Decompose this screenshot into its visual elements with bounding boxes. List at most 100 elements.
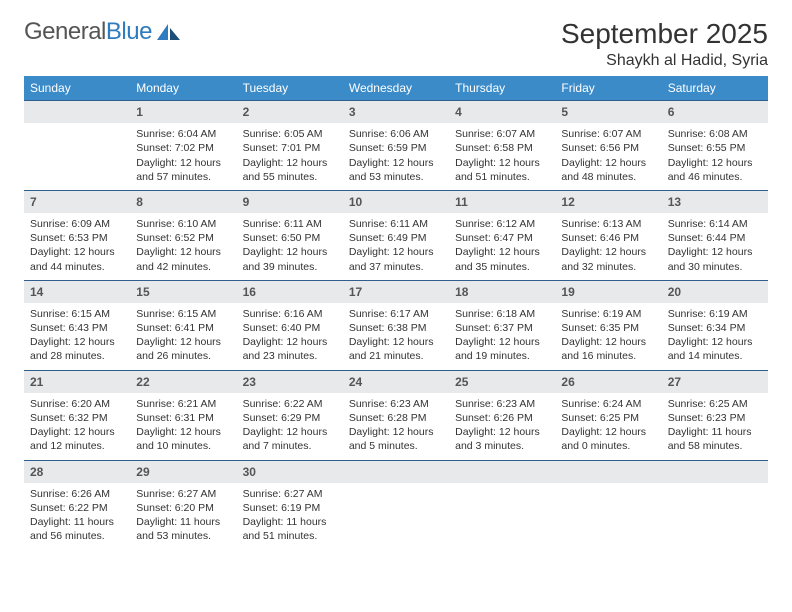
daylight-text: Daylight: 12 hours and 30 minutes. bbox=[668, 245, 762, 273]
day-info-cell: Sunrise: 6:09 AMSunset: 6:53 PMDaylight:… bbox=[24, 213, 130, 280]
daylight-text: Daylight: 12 hours and 39 minutes. bbox=[243, 245, 337, 273]
day-info-cell: Sunrise: 6:18 AMSunset: 6:37 PMDaylight:… bbox=[449, 303, 555, 370]
day-number-cell: 16 bbox=[237, 280, 343, 303]
day-number-cell: 22 bbox=[130, 370, 236, 393]
sunrise-text: Sunrise: 6:19 AM bbox=[668, 307, 762, 321]
weekday-header: Wednesday bbox=[343, 76, 449, 101]
day-number-cell: 19 bbox=[555, 280, 661, 303]
day-info-cell: Sunrise: 6:26 AMSunset: 6:22 PMDaylight:… bbox=[24, 483, 130, 550]
day-number-cell: 27 bbox=[662, 370, 768, 393]
day-info-cell: Sunrise: 6:16 AMSunset: 6:40 PMDaylight:… bbox=[237, 303, 343, 370]
day-number-cell bbox=[662, 460, 768, 483]
day-info-cell bbox=[24, 123, 130, 190]
sunset-text: Sunset: 6:41 PM bbox=[136, 321, 230, 335]
sunrise-text: Sunrise: 6:24 AM bbox=[561, 397, 655, 411]
title-block: September 2025 Shaykh al Hadid, Syria bbox=[561, 18, 768, 70]
day-info-row: Sunrise: 6:09 AMSunset: 6:53 PMDaylight:… bbox=[24, 213, 768, 280]
day-number-cell: 12 bbox=[555, 190, 661, 213]
sunrise-text: Sunrise: 6:07 AM bbox=[455, 127, 549, 141]
sunrise-text: Sunrise: 6:18 AM bbox=[455, 307, 549, 321]
day-info-cell bbox=[555, 483, 661, 550]
day-number-cell: 13 bbox=[662, 190, 768, 213]
day-info-cell: Sunrise: 6:24 AMSunset: 6:25 PMDaylight:… bbox=[555, 393, 661, 460]
sunrise-text: Sunrise: 6:26 AM bbox=[30, 487, 124, 501]
day-info-cell: Sunrise: 6:08 AMSunset: 6:55 PMDaylight:… bbox=[662, 123, 768, 190]
day-info-cell bbox=[662, 483, 768, 550]
day-number-row: 123456 bbox=[24, 101, 768, 124]
sunrise-text: Sunrise: 6:06 AM bbox=[349, 127, 443, 141]
day-number-cell: 3 bbox=[343, 101, 449, 124]
brand-name-a: General bbox=[24, 18, 106, 45]
daylight-text: Daylight: 12 hours and 46 minutes. bbox=[668, 156, 762, 184]
sunset-text: Sunset: 6:23 PM bbox=[668, 411, 762, 425]
sunrise-text: Sunrise: 6:13 AM bbox=[561, 217, 655, 231]
brand-name: GeneralBlue bbox=[24, 18, 152, 46]
sunrise-text: Sunrise: 6:08 AM bbox=[668, 127, 762, 141]
daylight-text: Daylight: 11 hours and 53 minutes. bbox=[136, 515, 230, 543]
sunset-text: Sunset: 6:34 PM bbox=[668, 321, 762, 335]
day-info-row: Sunrise: 6:20 AMSunset: 6:32 PMDaylight:… bbox=[24, 393, 768, 460]
day-number-cell: 9 bbox=[237, 190, 343, 213]
sunset-text: Sunset: 6:49 PM bbox=[349, 231, 443, 245]
sunset-text: Sunset: 6:31 PM bbox=[136, 411, 230, 425]
daylight-text: Daylight: 12 hours and 16 minutes. bbox=[561, 335, 655, 363]
daylight-text: Daylight: 11 hours and 56 minutes. bbox=[30, 515, 124, 543]
day-number-row: 21222324252627 bbox=[24, 370, 768, 393]
sunset-text: Sunset: 6:29 PM bbox=[243, 411, 337, 425]
daylight-text: Daylight: 12 hours and 42 minutes. bbox=[136, 245, 230, 273]
month-title: September 2025 bbox=[561, 18, 768, 50]
daylight-text: Daylight: 12 hours and 28 minutes. bbox=[30, 335, 124, 363]
day-info-cell: Sunrise: 6:04 AMSunset: 7:02 PMDaylight:… bbox=[130, 123, 236, 190]
day-info-cell bbox=[343, 483, 449, 550]
sunrise-text: Sunrise: 6:23 AM bbox=[349, 397, 443, 411]
daylight-text: Daylight: 12 hours and 26 minutes. bbox=[136, 335, 230, 363]
daylight-text: Daylight: 12 hours and 19 minutes. bbox=[455, 335, 549, 363]
sunset-text: Sunset: 6:47 PM bbox=[455, 231, 549, 245]
daylight-text: Daylight: 12 hours and 53 minutes. bbox=[349, 156, 443, 184]
day-number-row: 78910111213 bbox=[24, 190, 768, 213]
day-number-cell: 30 bbox=[237, 460, 343, 483]
day-number-cell: 5 bbox=[555, 101, 661, 124]
daylight-text: Daylight: 11 hours and 51 minutes. bbox=[243, 515, 337, 543]
sunset-text: Sunset: 6:26 PM bbox=[455, 411, 549, 425]
day-info-cell: Sunrise: 6:23 AMSunset: 6:28 PMDaylight:… bbox=[343, 393, 449, 460]
sunset-text: Sunset: 6:50 PM bbox=[243, 231, 337, 245]
day-info-row: Sunrise: 6:04 AMSunset: 7:02 PMDaylight:… bbox=[24, 123, 768, 190]
day-info-cell: Sunrise: 6:25 AMSunset: 6:23 PMDaylight:… bbox=[662, 393, 768, 460]
sunrise-text: Sunrise: 6:21 AM bbox=[136, 397, 230, 411]
day-info-cell: Sunrise: 6:13 AMSunset: 6:46 PMDaylight:… bbox=[555, 213, 661, 280]
weekday-header: Monday bbox=[130, 76, 236, 101]
day-info-cell: Sunrise: 6:07 AMSunset: 6:58 PMDaylight:… bbox=[449, 123, 555, 190]
day-number-cell bbox=[449, 460, 555, 483]
weekday-header: Tuesday bbox=[237, 76, 343, 101]
sunset-text: Sunset: 6:20 PM bbox=[136, 501, 230, 515]
daylight-text: Daylight: 12 hours and 37 minutes. bbox=[349, 245, 443, 273]
sunset-text: Sunset: 6:44 PM bbox=[668, 231, 762, 245]
day-number-cell: 29 bbox=[130, 460, 236, 483]
brand-logo: GeneralBlue bbox=[24, 18, 182, 46]
day-info-cell: Sunrise: 6:23 AMSunset: 6:26 PMDaylight:… bbox=[449, 393, 555, 460]
sunrise-text: Sunrise: 6:27 AM bbox=[136, 487, 230, 501]
sunset-text: Sunset: 6:52 PM bbox=[136, 231, 230, 245]
day-info-row: Sunrise: 6:15 AMSunset: 6:43 PMDaylight:… bbox=[24, 303, 768, 370]
sunset-text: Sunset: 6:37 PM bbox=[455, 321, 549, 335]
sunrise-text: Sunrise: 6:11 AM bbox=[243, 217, 337, 231]
weekday-header: Saturday bbox=[662, 76, 768, 101]
day-number-cell: 14 bbox=[24, 280, 130, 303]
weekday-header-row: SundayMondayTuesdayWednesdayThursdayFrid… bbox=[24, 76, 768, 101]
day-info-cell: Sunrise: 6:12 AMSunset: 6:47 PMDaylight:… bbox=[449, 213, 555, 280]
day-info-row: Sunrise: 6:26 AMSunset: 6:22 PMDaylight:… bbox=[24, 483, 768, 550]
daylight-text: Daylight: 12 hours and 3 minutes. bbox=[455, 425, 549, 453]
sunrise-text: Sunrise: 6:27 AM bbox=[243, 487, 337, 501]
day-number-cell bbox=[555, 460, 661, 483]
day-number-cell: 8 bbox=[130, 190, 236, 213]
sunset-text: Sunset: 6:59 PM bbox=[349, 141, 443, 155]
sunrise-text: Sunrise: 6:23 AM bbox=[455, 397, 549, 411]
day-info-cell: Sunrise: 6:19 AMSunset: 6:35 PMDaylight:… bbox=[555, 303, 661, 370]
sunrise-text: Sunrise: 6:20 AM bbox=[30, 397, 124, 411]
day-number-cell: 18 bbox=[449, 280, 555, 303]
sunset-text: Sunset: 6:28 PM bbox=[349, 411, 443, 425]
sunrise-text: Sunrise: 6:25 AM bbox=[668, 397, 762, 411]
sunset-text: Sunset: 6:22 PM bbox=[30, 501, 124, 515]
sunrise-text: Sunrise: 6:15 AM bbox=[30, 307, 124, 321]
